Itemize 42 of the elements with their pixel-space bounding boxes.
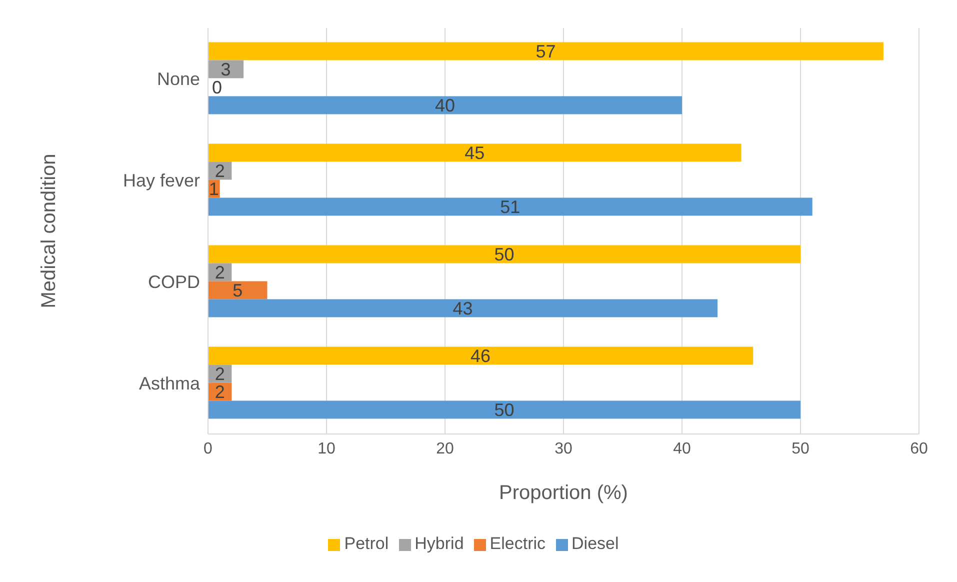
- data-label: 2: [214, 382, 225, 402]
- data-label: 50: [494, 400, 514, 420]
- legend-label: Diesel: [572, 534, 619, 553]
- y-tick-label: Asthma: [138, 374, 201, 394]
- data-label: 40: [434, 96, 456, 116]
- bar: [208, 299, 718, 318]
- data-label: 57: [536, 42, 556, 62]
- data-label: 3: [220, 60, 231, 80]
- data-label: 50: [494, 244, 514, 265]
- bar: [208, 198, 812, 216]
- bar: [208, 346, 754, 365]
- bar: [208, 96, 682, 114]
- bar: [208, 144, 742, 162]
- data-label: 2: [214, 262, 225, 283]
- data-label: 0: [212, 78, 222, 98]
- bar: [208, 42, 884, 60]
- x-tick-label: 40: [673, 440, 691, 458]
- x-tick-label: 10: [318, 440, 336, 458]
- x-tick-label: 0: [204, 440, 213, 458]
- data-label: 2: [214, 364, 225, 384]
- x-tick-label: 50: [792, 440, 810, 458]
- data-label: 45: [464, 143, 485, 164]
- bar: [208, 400, 800, 419]
- bar: [208, 281, 268, 300]
- x-tick-label: 20: [436, 440, 454, 458]
- y-tick-label: COPD: [148, 272, 200, 292]
- bar: [208, 245, 800, 264]
- y-tick-label: None: [156, 69, 200, 90]
- data-label: 1: [208, 179, 219, 200]
- legend-label: Hybrid: [414, 534, 464, 553]
- x-axis-title: Proportion (%): [499, 482, 628, 504]
- data-label: 2: [214, 161, 225, 182]
- data-label: 46: [470, 346, 491, 366]
- y-tick-label: Hay fever: [122, 170, 200, 191]
- legend-label: Electric: [490, 534, 546, 553]
- x-tick-label: 30: [554, 440, 572, 458]
- legend-label: Petrol: [344, 534, 389, 553]
- x-tick-label: 60: [910, 440, 928, 458]
- y-axis-title: Medical condition: [38, 154, 60, 308]
- data-label: 5: [232, 280, 243, 301]
- data-label: 43: [452, 298, 473, 319]
- data-label: 51: [500, 197, 520, 218]
